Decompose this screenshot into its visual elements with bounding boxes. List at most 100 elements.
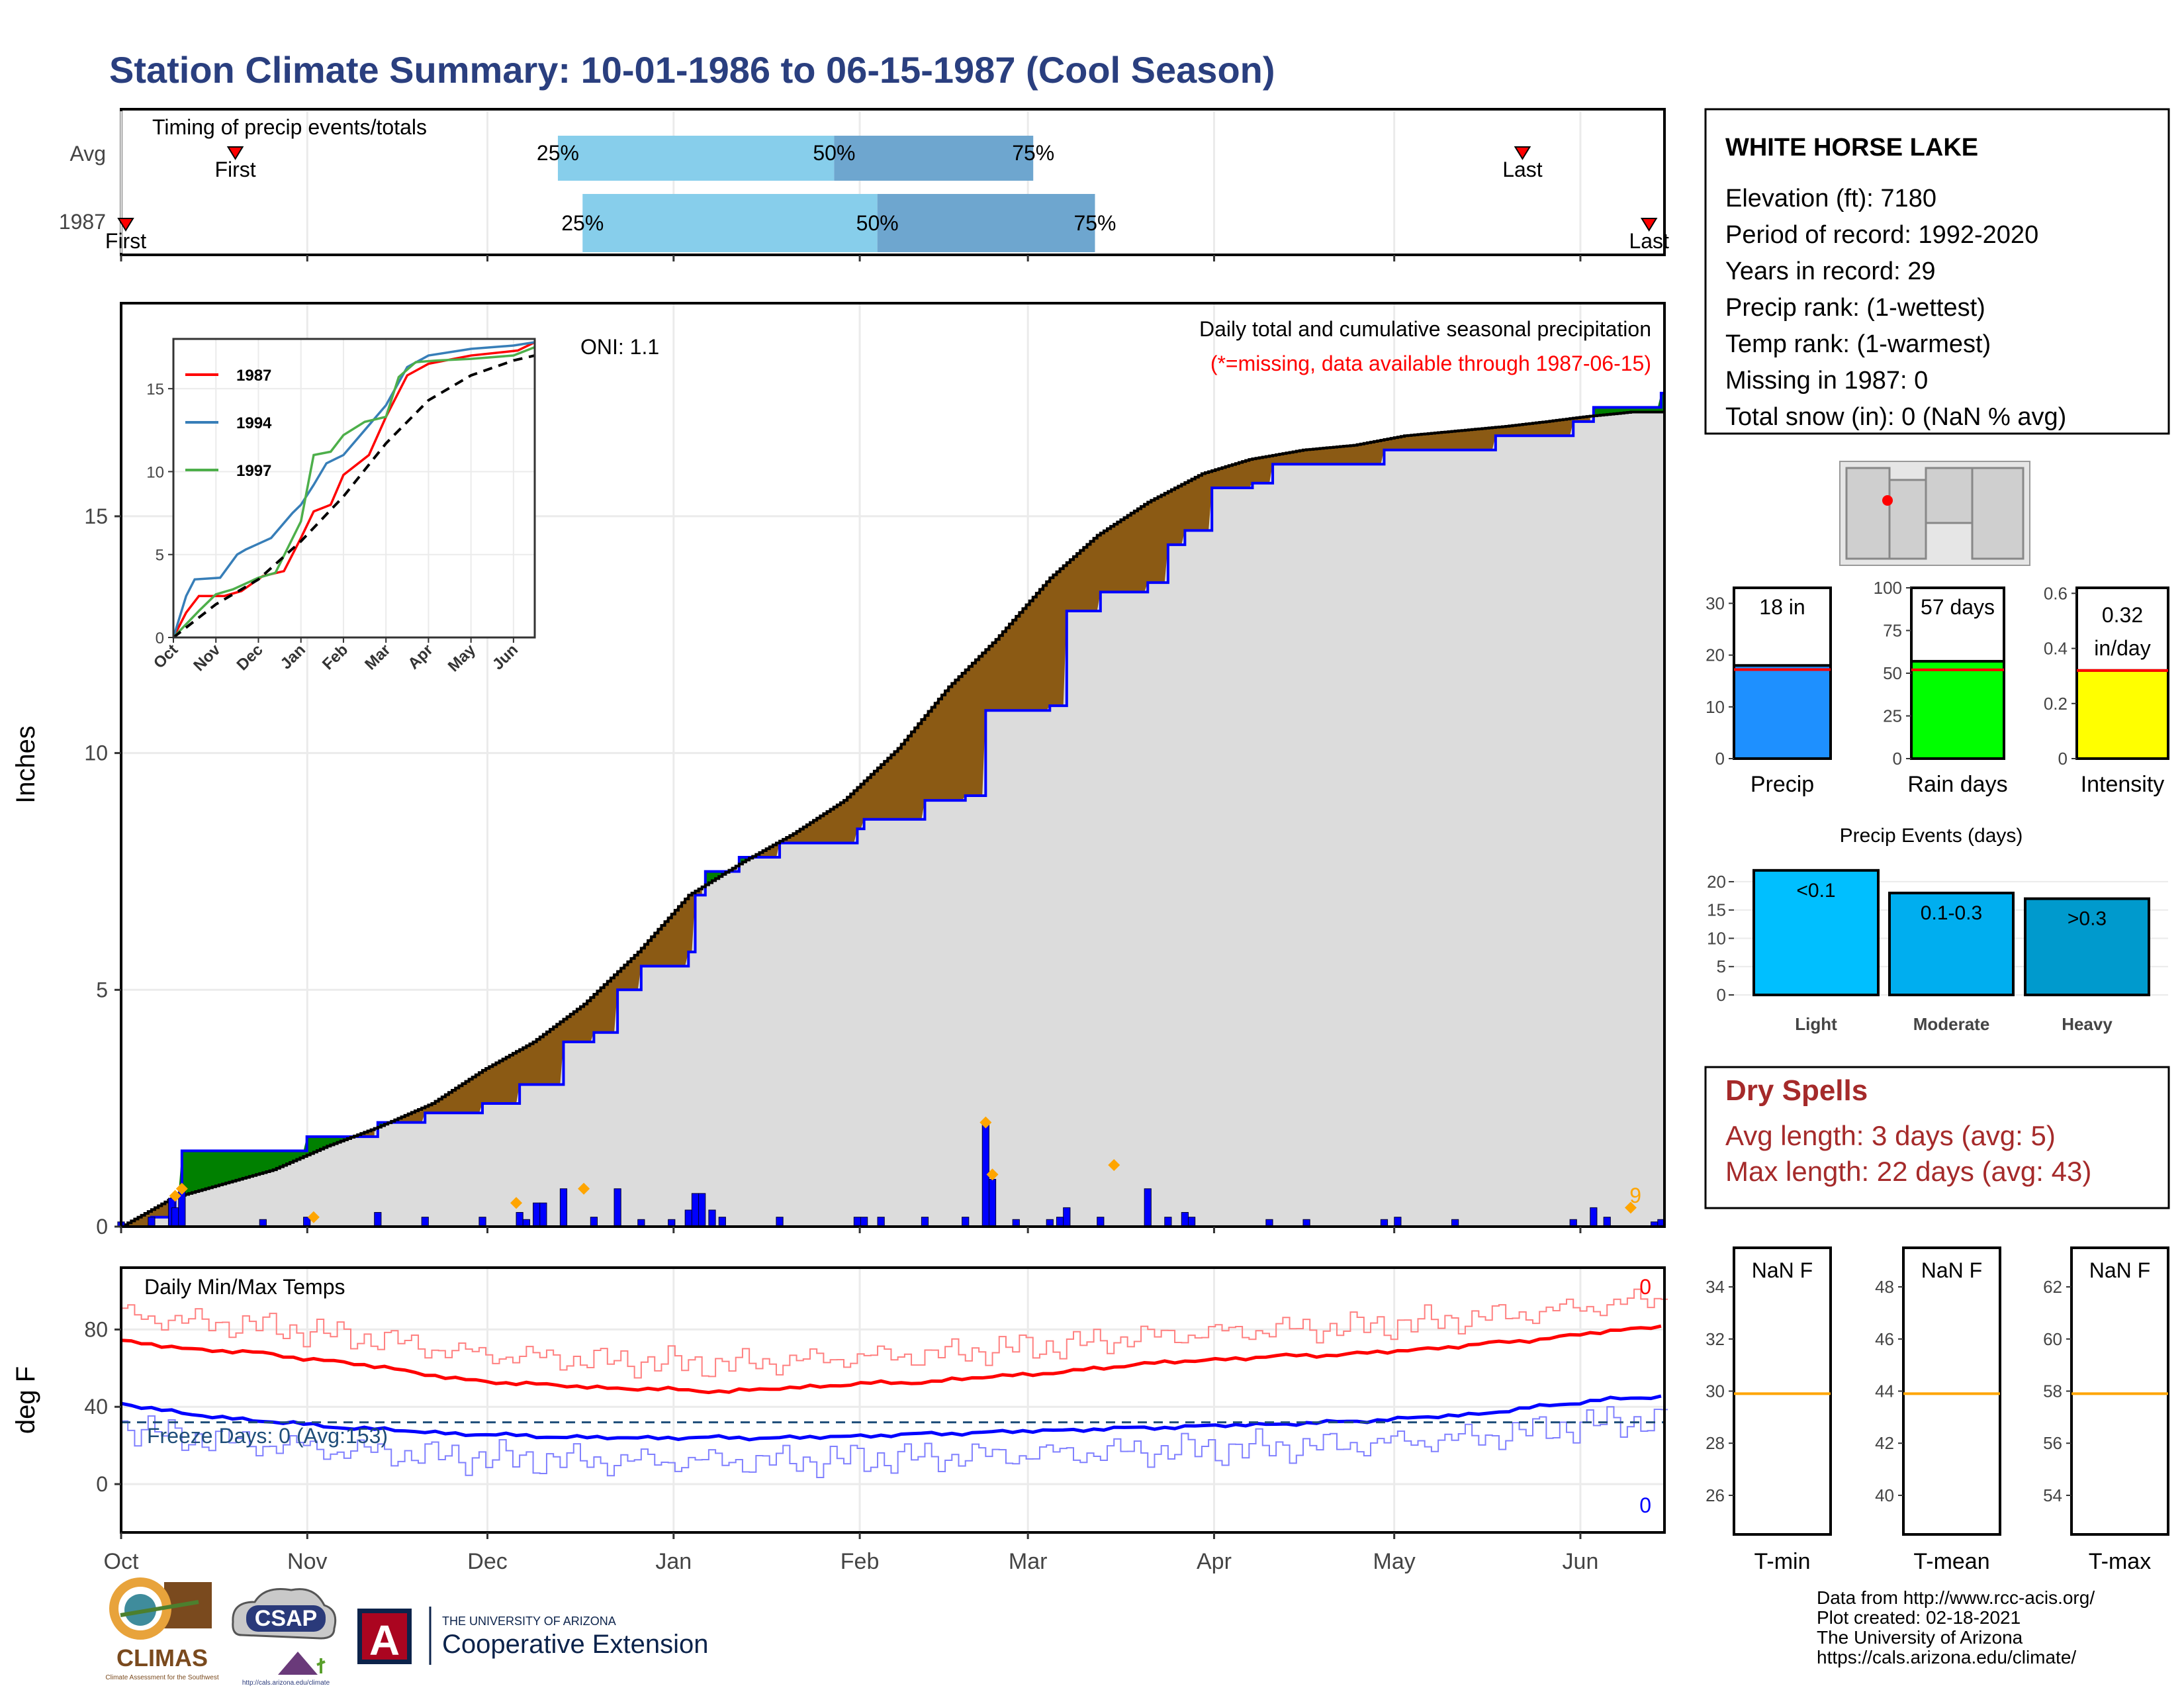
events-ytick-label: 20 (1707, 872, 1726, 892)
inset-background (173, 339, 535, 637)
station-line: Missing in 1987: 0 (1725, 367, 1928, 395)
quartile-bar-lower (582, 194, 878, 252)
x-tick-label: Oct (104, 1549, 139, 1574)
inset-average-line (172, 354, 535, 639)
events-ytick-label: 15 (1707, 900, 1726, 920)
temp-bar-ytick-label: 54 (2043, 1485, 2062, 1505)
temp-bar-ytick-label: 28 (1706, 1433, 1725, 1453)
credit-line: https://cals.arizona.edu/climate/ (1817, 1647, 2076, 1667)
temp-bar-value: NaN F (1921, 1258, 1982, 1282)
station-line: Years in record: 29 (1725, 258, 1936, 285)
summary-bar-ytick-label: 25 (1883, 706, 1902, 726)
summary-bar-rain-days (1910, 659, 2005, 760)
daily-precip-bar (1063, 1207, 1071, 1227)
summary-bar-ytick-label: 75 (1883, 621, 1902, 641)
daily-precip-bar (708, 1209, 716, 1227)
temp-bar-value: NaN F (2089, 1258, 2150, 1282)
station-frame (1704, 108, 2170, 435)
summary-bar-unit: in/day (2094, 636, 2150, 660)
daily-precip-bar (1603, 1217, 1611, 1227)
temp-ylabel: deg F (11, 1366, 40, 1434)
daily-precip-bar (1181, 1212, 1189, 1227)
snow-marker (979, 1116, 992, 1129)
snow-marker (1108, 1159, 1120, 1171)
daily-precip-bar (718, 1217, 726, 1227)
daily-precip-bar (171, 1207, 179, 1227)
dry-spells-frame (1704, 1066, 2170, 1209)
oni-label: ONI: 1.1 (580, 335, 659, 359)
csap-logo: CSAP http://cals.arizona.edu/climate (232, 1587, 337, 1687)
below-average-area (391, 886, 702, 1123)
daily-precip-bar (962, 1217, 970, 1227)
inset-ytick-label: 10 (146, 463, 164, 481)
daily-min-temp-line (121, 1406, 1668, 1478)
summary-bar-precip (1733, 664, 1832, 760)
temp-bar-ytick-label: 60 (2043, 1329, 2062, 1349)
temp-bar-ytick-label: 34 (1706, 1277, 1725, 1297)
temp-ytick-label: 0 (96, 1472, 108, 1496)
precip-chart-title: Daily total and cumulative seasonal prec… (1199, 317, 1651, 341)
daily-precip-bar (1164, 1217, 1172, 1227)
precip-chart-subtitle: (*=missing, data available through 1987-… (1210, 352, 1651, 375)
csap-mountain (278, 1652, 318, 1675)
station-line: Period of record: 1992-2020 (1725, 221, 2038, 249)
daily-precip-bar (559, 1188, 568, 1227)
dry-spells-max: Max length: 22 days (avg: 43) (1725, 1156, 2091, 1187)
climas-logo: CLIMAS Climate Assessment for the Southw… (105, 1577, 219, 1681)
temp-frame (120, 1266, 1666, 1534)
summary-bar-value: 0.32 (2102, 603, 2143, 627)
events-bar-light (1752, 868, 1880, 997)
events-ytick-label: 0 (1717, 985, 1726, 1005)
daily-precip-bar (148, 1217, 156, 1227)
snow-marker (578, 1182, 590, 1195)
summary-bar-ytick-label: 20 (1706, 645, 1725, 665)
daily-precip-bar (1187, 1217, 1196, 1227)
temp-bar-label: T-min (1754, 1549, 1811, 1574)
daily-precip-bar (1097, 1217, 1105, 1227)
above-average-area (1593, 393, 1664, 416)
summary-bar-ytick-label: 50 (1883, 663, 1902, 683)
quartile-label-25: 25% (561, 211, 604, 235)
daily-precip-bar (691, 1193, 700, 1227)
station-location-dot (1882, 495, 1893, 506)
summary-bar-ytick-label: 0.2 (2044, 694, 2068, 714)
events-category-label: Light (1795, 1014, 1837, 1034)
temp-bar-ytick-label: 26 (1706, 1485, 1725, 1505)
inset-legend-label: 1987 (236, 367, 271, 385)
timing-title: Timing of precip events/totals (152, 115, 427, 139)
last-event-marker (1514, 146, 1531, 160)
temp-bar-frame (2070, 1246, 2169, 1536)
temperature-bar-panels: 26 28 30 32 34 NaN F T-min 40 42 44 46 48 NaN F T-mea… (1706, 1246, 2169, 1574)
quartile-label-50: 50% (856, 211, 899, 235)
x-tick-label: Nov (287, 1549, 327, 1574)
temp-bar-frame (1902, 1246, 2001, 1536)
daily-precip-bar (921, 1217, 929, 1227)
daily-precip-bar (853, 1217, 862, 1227)
snow-marker (986, 1168, 999, 1181)
cumulative-1987-line (121, 391, 1664, 1228)
summary-bar-ytick-label: 0 (2058, 749, 2068, 769)
summary-bar-label: Rain days (1907, 772, 2007, 797)
daily-precip-bar (421, 1217, 429, 1227)
temp-bar-ytick-label: 58 (2043, 1382, 2062, 1401)
last-event-label: Last (1629, 229, 1669, 253)
summary-bar-ytick-label: 30 (1706, 593, 1725, 613)
first-event-marker (117, 218, 134, 232)
temp-bar-ytick-label: 46 (1875, 1329, 1894, 1349)
events-bar-moderate (1888, 892, 2015, 997)
summary-bar-panels: 0 10 20 30 18 in Precip 0 25 50 75 100 57 days Rain … (1706, 578, 2169, 797)
precip-frame (120, 302, 1666, 1228)
temp-bar-frame (1733, 1246, 1832, 1536)
ua-name: THE UNIVERSITY OF ARIZONA (442, 1615, 616, 1628)
credit-line: Data from http://www.rcc-acis.org/ (1817, 1587, 2095, 1608)
snow-marker (169, 1190, 181, 1202)
summary-bar-intensity (2075, 669, 2169, 760)
inset-ytick-label: 5 (156, 547, 164, 565)
daily-precip-bar (877, 1217, 885, 1227)
daily-precip-bar (374, 1212, 382, 1227)
temp-frame-bg (121, 1268, 1664, 1532)
daily-precip-bar (516, 1212, 523, 1227)
quartile-bar-upper (834, 136, 1034, 181)
temp-bar-ytick-label: 42 (1875, 1433, 1894, 1453)
temp-ytick-label: 80 (84, 1317, 108, 1341)
